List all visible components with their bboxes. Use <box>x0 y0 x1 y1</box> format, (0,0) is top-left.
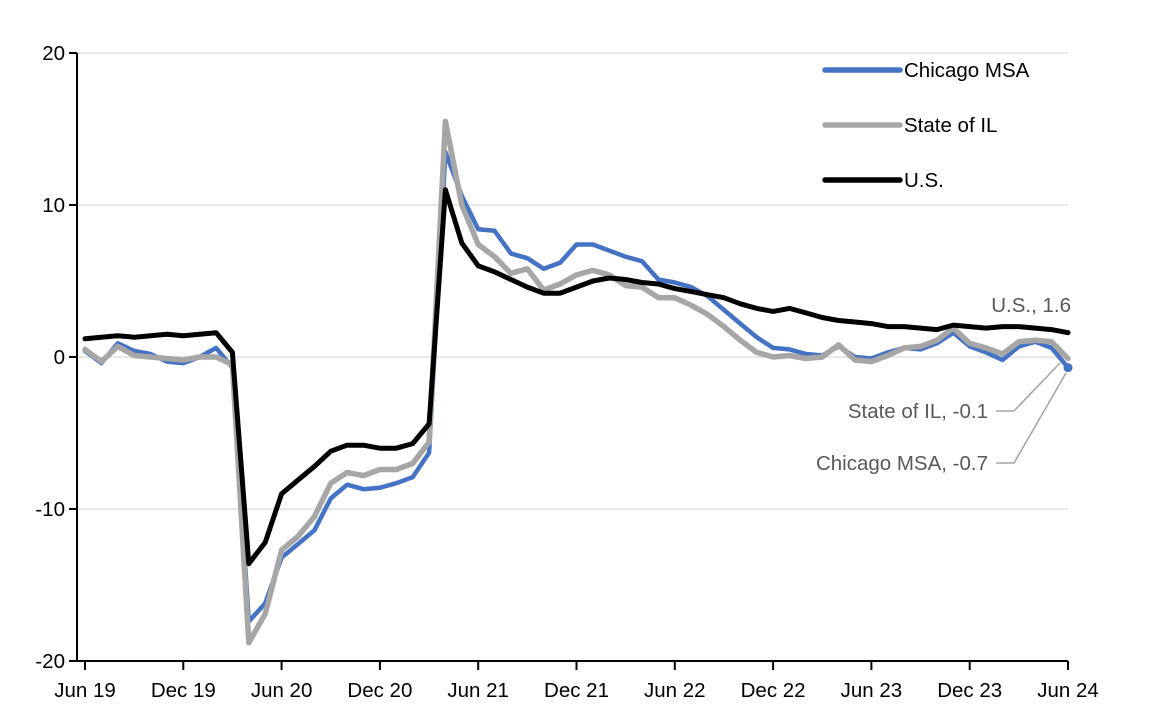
annotation-us: U.S., 1.6 <box>991 294 1071 317</box>
x-axis-tick-label: Dec 19 <box>151 679 216 702</box>
y-axis-tick-label: 0 <box>54 346 65 369</box>
x-axis-tick-label: Jun 24 <box>1037 679 1099 702</box>
legend-label-chicago-msa: Chicago MSA <box>904 59 1030 82</box>
y-axis-tick-label: 10 <box>42 194 65 217</box>
x-axis-tick-label: Jun 19 <box>54 679 116 702</box>
x-axis-tick-label: Dec 23 <box>937 679 1002 702</box>
annotation-chicago-msa: Chicago MSA, -0.7 <box>816 452 988 475</box>
series-line-state-of-il <box>82 118 1071 646</box>
series-line-u-s <box>82 187 1071 567</box>
annotation-leader-chicago-msa <box>996 372 1067 464</box>
y-axis-tick-label: 20 <box>42 42 65 65</box>
series-endpoint-marker-chicago-msa <box>1063 363 1073 373</box>
y-axis-tick-label: -20 <box>35 650 65 673</box>
annotation-leader-state-of-il <box>996 362 1061 412</box>
legend-label-u-s: U.S. <box>904 169 944 192</box>
x-axis-tick-label: Jun 21 <box>447 679 509 702</box>
y-axis-tick-label: -10 <box>35 498 65 521</box>
x-axis-tick-label: Jun 20 <box>251 679 313 702</box>
legend-label-state-of-il: State of IL <box>904 114 997 137</box>
x-axis-tick-label: Dec 22 <box>741 679 806 702</box>
x-axis-tick-label: Dec 21 <box>544 679 609 702</box>
x-axis-tick-label: Jun 22 <box>644 679 706 702</box>
x-axis-tick-label: Jun 23 <box>841 679 903 702</box>
x-axis-tick-label: Dec 20 <box>347 679 412 702</box>
annotation-state-of-il: State of IL, -0.1 <box>848 400 988 423</box>
